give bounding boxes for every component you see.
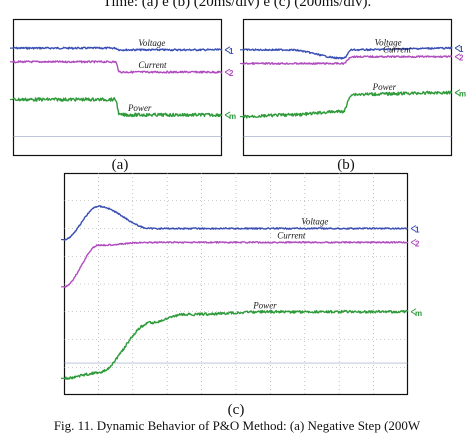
scope-frame (12, 18, 223, 157)
channel-marker-1: 1 (224, 46, 234, 56)
channel-arrow (224, 46, 231, 54)
channel-arrow (224, 68, 231, 76)
trace-power (63, 309, 409, 380)
scope-panel-a: Voltage Current Power 1 2 m (10, 18, 236, 157)
trace-power (12, 97, 223, 118)
channel-arrow (454, 89, 461, 97)
channel-marker-text: m (415, 309, 422, 318)
panel-label-b: (b) (337, 157, 355, 173)
trace-voltage (12, 46, 223, 52)
channel-marker-2: 2 (224, 68, 234, 78)
channel-marker-1: 1 (410, 225, 420, 235)
channel-arrow (454, 44, 461, 52)
channel-marker-text: 1 (415, 226, 420, 235)
channel-marker-3: m (454, 89, 466, 99)
trace-current (63, 240, 409, 288)
figure-top-caption: Time: (a) e (b) (20ms/div) e (c) (200ms/… (102, 0, 372, 10)
channel-marker-2: 2 (410, 238, 420, 248)
channel-marker-text: 1 (459, 45, 464, 54)
trace-label-power: Power (127, 103, 152, 113)
channel-arrow (454, 53, 461, 61)
trace-voltage (63, 205, 409, 241)
trace-label-voltage: Voltage (301, 217, 328, 227)
trace-voltage (242, 46, 453, 60)
trace-label-power: Power (372, 82, 397, 92)
channel-marker-text: 2 (229, 69, 234, 78)
scope-panel-c: Voltage Current Power 1 2 m (61, 172, 422, 396)
trace-label-current: Current (383, 45, 412, 55)
channel-arrow (224, 111, 231, 119)
trace-label-voltage: Voltage (375, 37, 402, 47)
figure-bottom-caption: Fig. 11. Dynamic Behavior of P&O Method:… (53, 418, 421, 433)
channel-marker-text: 2 (459, 54, 464, 63)
trace-label-current: Current (277, 230, 306, 240)
channel-marker-2: 2 (454, 53, 464, 63)
scope-frame (242, 18, 453, 157)
panel-label-c: (c) (227, 402, 245, 418)
trace-label-power: Power (252, 300, 277, 310)
channel-marker-3: m (410, 308, 422, 318)
channel-marker-text: 2 (415, 239, 420, 248)
channel-arrow (410, 308, 417, 316)
channel-marker-3: m (224, 111, 236, 121)
channel-marker-text: m (229, 112, 236, 121)
trace-label-current: Current (138, 60, 167, 70)
trace-current (12, 60, 223, 74)
channel-marker-1: 1 (454, 44, 464, 54)
trace-label-voltage: Voltage (138, 38, 165, 48)
panel-label-a: (a) (111, 157, 129, 173)
trace-current (242, 55, 453, 66)
channel-marker-text: m (459, 90, 466, 99)
trace-power (242, 90, 453, 119)
channel-arrow (410, 238, 417, 246)
channel-arrow (410, 225, 417, 232)
channel-marker-text: 1 (229, 47, 234, 56)
